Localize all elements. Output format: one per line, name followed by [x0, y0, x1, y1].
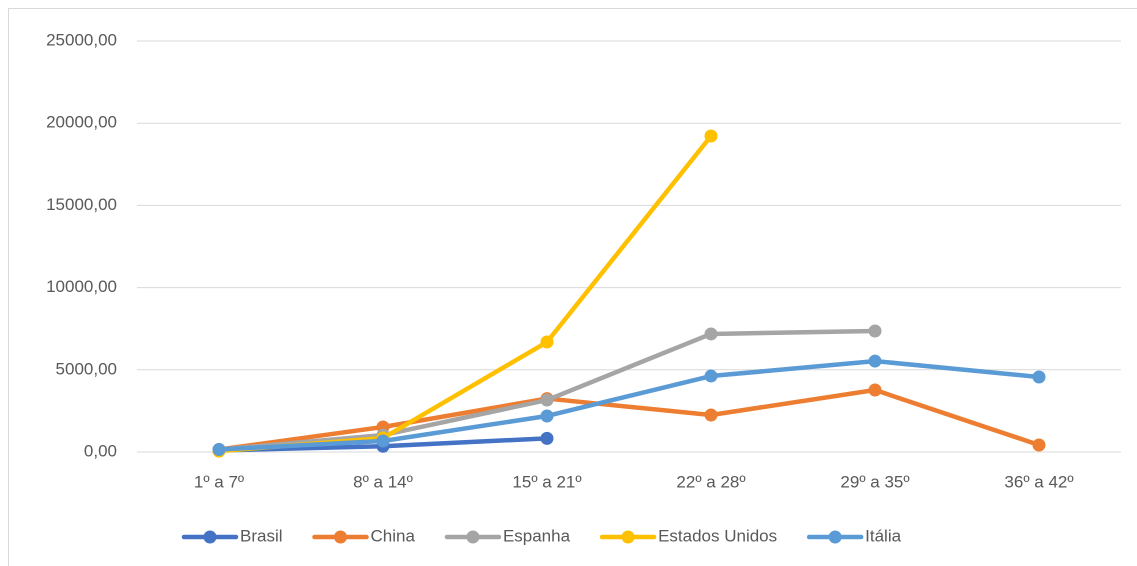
data-point [1032, 438, 1046, 452]
series-line [216, 358, 1042, 452]
data-point [704, 408, 718, 422]
legend-marker [334, 530, 348, 544]
legend-label: Brasil [240, 526, 283, 545]
series-line [216, 387, 1042, 452]
y-tick-label: 0,00 [84, 441, 117, 460]
y-tick-label: 25000,00 [46, 30, 117, 49]
data-point [1032, 370, 1046, 384]
x-tick-label: 36º a 42º [1004, 472, 1073, 491]
legend-marker [621, 530, 635, 544]
x-tick-label: 8º a 14º [353, 472, 413, 491]
data-point [540, 335, 554, 349]
legend-marker [466, 530, 480, 544]
data-point [540, 431, 554, 445]
data-point [868, 354, 882, 368]
legend-marker [828, 530, 842, 544]
data-point [868, 324, 882, 338]
data-point [540, 393, 554, 407]
data-point [704, 327, 718, 341]
legend-label: Itália [865, 526, 901, 545]
legend-marker [203, 530, 217, 544]
data-point [868, 383, 882, 397]
y-tick-label: 10000,00 [46, 277, 117, 296]
legend-label: Estados Unidos [658, 526, 777, 545]
x-tick-label: 22º a 28º [676, 472, 745, 491]
data-point [704, 129, 718, 143]
y-tick-label: 5000,00 [56, 359, 117, 378]
legend-label: Espanha [503, 526, 571, 545]
data-point [376, 434, 390, 448]
x-tick-label: 29º a 35º [840, 472, 909, 491]
x-tick-label: 15º a 21º [512, 472, 581, 491]
y-tick-label: 15000,00 [46, 195, 117, 214]
data-point [540, 409, 554, 423]
data-point [212, 443, 226, 457]
y-tick-label: 20000,00 [46, 113, 117, 132]
data-point [704, 369, 718, 383]
x-tick-label: 1º a 7º [194, 472, 244, 491]
legend-label: China [371, 526, 416, 545]
